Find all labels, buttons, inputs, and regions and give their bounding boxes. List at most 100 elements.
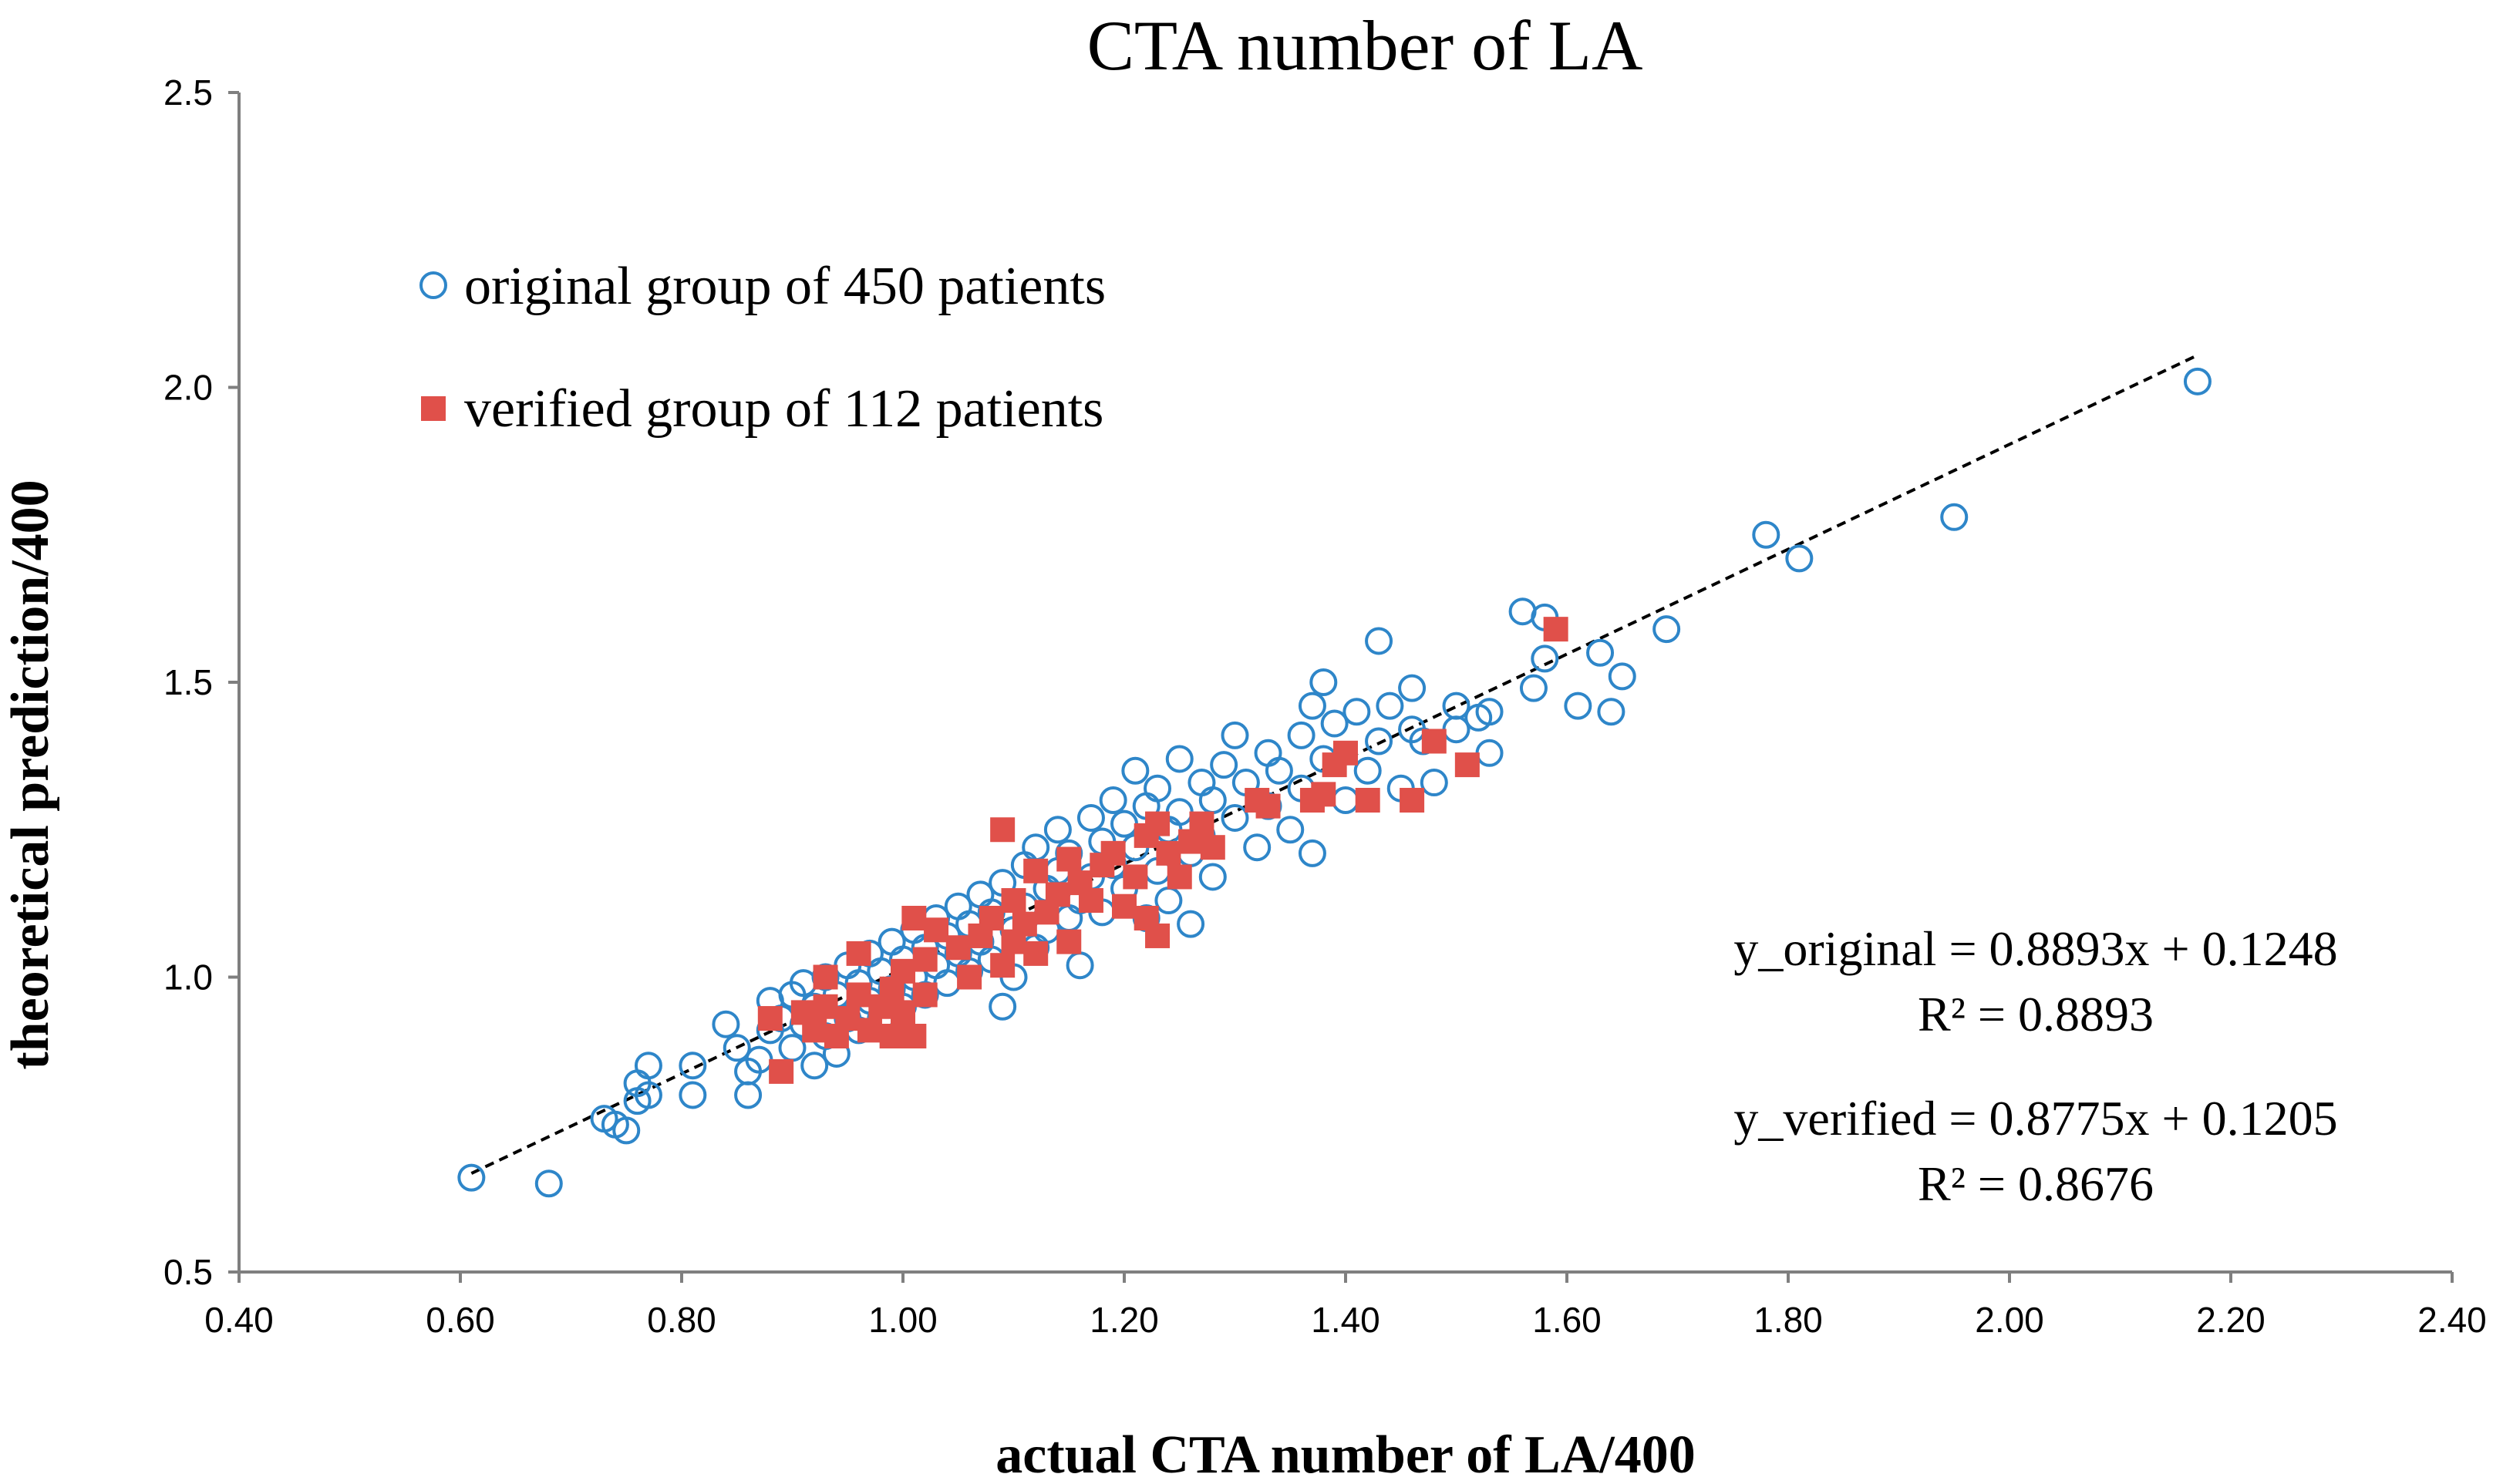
- original-point: [1110, 809, 1138, 838]
- original-point: [1652, 615, 1681, 644]
- verified-point: [1543, 617, 1568, 642]
- verified-point: [879, 1024, 905, 1048]
- original-point: [1475, 739, 1504, 767]
- original-point: [1177, 910, 1205, 938]
- verified-point: [846, 982, 871, 1008]
- verified-point: [1100, 840, 1126, 866]
- verified-point: [1056, 929, 1082, 954]
- original-point: [723, 1034, 751, 1062]
- verified-point: [1112, 893, 1137, 919]
- original-point: [612, 1116, 641, 1145]
- original-point: [1121, 756, 1150, 785]
- original-point: [1198, 863, 1227, 891]
- original-point: [1221, 721, 1249, 749]
- original-point: [1608, 662, 1636, 691]
- original-point: [1165, 798, 1194, 826]
- verified-point: [957, 964, 982, 990]
- legend-item-verified: verified group of 112 patients: [421, 379, 1103, 439]
- verified-point: [924, 917, 949, 943]
- x-tick-label: 1.40: [1311, 1300, 1380, 1340]
- original-point: [1022, 833, 1050, 862]
- original-point: [2183, 367, 2212, 395]
- original-point: [1287, 721, 1316, 749]
- verified-point: [990, 817, 1016, 843]
- y-axis: 0.5 1.0 1.5 2.0 2.5: [163, 72, 241, 1292]
- verified-point: [1001, 888, 1026, 914]
- verified-point: [1012, 911, 1037, 937]
- original-point: [1198, 786, 1227, 814]
- verified-point: [990, 953, 1016, 978]
- x-axis-ticks: 0.40 0.60 0.80 1.00 1.20 1.40 1.60 1.80 2.00 2.20…: [204, 1272, 2487, 1340]
- original-point: [1376, 692, 1404, 720]
- verified-point: [979, 906, 1004, 930]
- verified-point: [891, 958, 915, 984]
- verified-point: [1156, 840, 1181, 866]
- x-tick-label: 1.60: [1532, 1300, 1602, 1340]
- verified-point: [1167, 864, 1192, 890]
- x-tick-label: 2.40: [2417, 1300, 2487, 1340]
- original-point: [1221, 803, 1249, 832]
- original-point: [1210, 751, 1238, 779]
- verified-point: [802, 1018, 827, 1043]
- x-axis-title: actual CTA number of LA/400: [995, 1425, 1695, 1484]
- original-point: [679, 1052, 707, 1080]
- y-axis-title: theoretical prediction/400: [1, 480, 60, 1069]
- verified-point: [1056, 846, 1082, 872]
- legend-label-verified: verified group of 112 patients: [464, 379, 1103, 439]
- regression-equations: y_original = 0.8893x + 0.1248 R² = 0.889…: [1733, 921, 2337, 1211]
- legend: original group of 450 patients verified …: [419, 257, 1106, 439]
- verified-point: [1311, 782, 1336, 807]
- original-point: [1066, 951, 1094, 980]
- original-point: [1243, 833, 1272, 862]
- original-point: [800, 1052, 829, 1080]
- original-point: [634, 1081, 662, 1109]
- original-point: [1265, 756, 1293, 785]
- y-tick-label: 0.5: [163, 1252, 213, 1292]
- verified-point: [1355, 788, 1380, 813]
- verified-point: [835, 1006, 861, 1031]
- x-axis: 0.40 0.60 0.80 1.00 1.20 1.40 1.60 1.80 2.00 2.20…: [204, 1270, 2487, 1340]
- original-point: [1353, 756, 1382, 785]
- original-point: [1154, 887, 1183, 915]
- original-point: [1254, 739, 1282, 767]
- original-point: [712, 1010, 740, 1038]
- original-point: [1342, 698, 1371, 726]
- r-squared-verified: R² = 0.8676: [1918, 1156, 2154, 1211]
- y-tick-label: 2.5: [163, 72, 213, 113]
- x-tick-label: 2.20: [2196, 1300, 2266, 1340]
- original-point: [1165, 745, 1194, 773]
- original-point: [989, 992, 1017, 1021]
- y-tick-label: 1.5: [163, 662, 213, 702]
- original-point: [634, 1052, 662, 1080]
- original-point: [1099, 786, 1127, 814]
- verified-point: [901, 906, 927, 930]
- verified-point: [1421, 729, 1447, 754]
- verified-point: [912, 947, 938, 972]
- equation-original: y_original = 0.8893x + 0.1248: [1733, 921, 2337, 976]
- original-point: [1940, 503, 1969, 531]
- original-point: [734, 1081, 763, 1109]
- original-point: [1785, 544, 1814, 573]
- legend-open-circle-marker: [419, 271, 447, 299]
- verified-point: [769, 1058, 794, 1084]
- x-tick-label: 1.00: [868, 1300, 938, 1340]
- legend-item-original: original group of 450 patients: [419, 257, 1106, 316]
- original-point: [1398, 674, 1427, 702]
- y-tick-label: 2.0: [163, 368, 213, 408]
- verified-point: [1045, 882, 1070, 907]
- verified-point: [1145, 811, 1171, 836]
- verified-point: [857, 1018, 882, 1043]
- legend-label-original: original group of 450 patients: [464, 257, 1106, 316]
- original-point: [1309, 668, 1338, 696]
- verified-point: [1400, 788, 1425, 813]
- original-point: [1475, 698, 1504, 726]
- original-point: [1276, 816, 1305, 844]
- original-point: [1597, 698, 1625, 726]
- x-tick-label: 0.40: [204, 1300, 274, 1340]
- verified-point: [912, 982, 938, 1008]
- verified-point: [1145, 923, 1171, 948]
- verified-point: [1200, 835, 1225, 860]
- x-tick-label: 0.60: [426, 1300, 495, 1340]
- equation-verified: y_verified = 0.8775x + 0.1205: [1733, 1091, 2337, 1146]
